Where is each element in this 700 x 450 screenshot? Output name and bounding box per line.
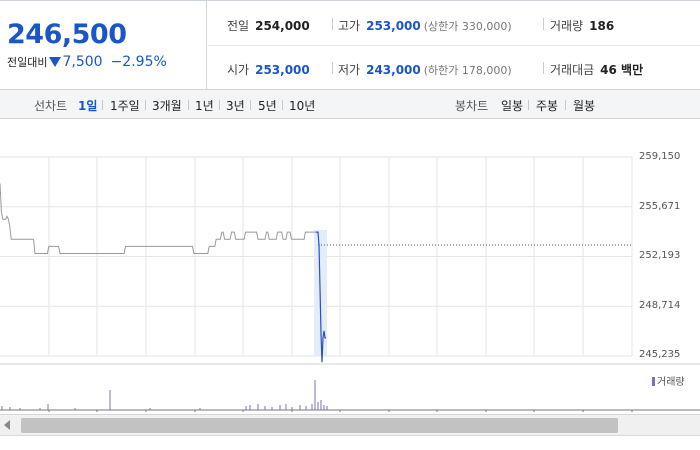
tab-separator [188,100,189,110]
tab-1-day[interactable]: 1일 [78,99,98,113]
tab-weekly-candle[interactable]: 주봉 [536,99,559,113]
tab-separator [565,100,566,110]
change-value: 7,500 [62,54,103,70]
price-change: 전일대비 7,500 −2.95% [7,54,167,70]
stat-high: 고가 253,000 (상한가 330,000) [338,17,512,34]
scroll-thumb[interactable] [21,418,618,433]
candle-chart-label: 봉차트 [455,99,489,113]
tab-monthly-candle[interactable]: 월봉 [573,99,596,113]
price-chart-svg [0,156,700,412]
stat-amount: 거래대금 46 백만 [550,61,643,78]
stat-value: 243,000 [366,63,421,77]
price-summary: 246,500 전일대비 7,500 −2.95% 전일 254,000 고가 253,… [0,0,700,90]
stat-label: 거래대금 [550,63,595,77]
tab-separator [250,100,251,110]
stat-label: 전일 [227,19,250,33]
stat-label: 저가 [338,63,361,77]
stat-prev-close: 전일 254,000 [227,17,310,34]
tab-daily-candle[interactable]: 일봉 [501,99,524,113]
tab-3-months[interactable]: 3개월 [152,99,182,113]
stat-separator [543,18,544,30]
tab-3-years[interactable]: 3년 [226,99,245,113]
stats-row-divider [208,45,700,46]
chart-scrollbar[interactable] [0,414,700,436]
tab-separator [282,100,283,110]
stat-value: 186 [589,19,615,33]
y-tick-label: 255,671 [639,201,681,212]
volume-legend: 거래량 [652,373,685,388]
tab-10-years[interactable]: 10년 [289,99,316,113]
stat-separator [332,62,333,74]
stat-value: 46 백만 [600,63,644,77]
stat-separator [332,18,333,30]
stat-value: 254,000 [255,19,310,33]
current-price: 246,500 [7,19,127,50]
stats-grid: 전일 254,000 고가 253,000 (상한가 330,000) 거래량 186 … [208,1,700,90]
price-chart: 259,150 255,671 252,193 248,714 245,235 [0,120,700,412]
stat-low: 저가 243,000 (하한가 178,000) [338,61,512,78]
stat-label: 거래량 [550,19,584,33]
change-label: 전일대비 [7,56,48,69]
stat-value: 253,000 [366,19,421,33]
down-triangle-icon [49,57,62,67]
tab-1-year[interactable]: 1년 [195,99,214,113]
current-price-box: 246,500 전일대비 7,500 −2.95% [0,1,207,90]
stat-open: 시가 253,000 [227,61,310,78]
tab-separator [102,100,103,110]
y-tick-label: 248,714 [639,300,681,311]
stat-note: (상한가 330,000) [423,20,512,33]
volume-legend-label: 거래량 [657,377,685,388]
price-line-earlier [0,183,318,254]
price-line-recent [316,231,326,363]
line-chart-label: 선차트 [34,99,68,113]
volume-swatch [652,377,655,386]
stat-value: 253,000 [255,63,310,77]
stat-separator [543,62,544,74]
scroll-left-arrow-icon[interactable] [4,420,10,430]
y-tick-label: 259,150 [639,151,681,162]
stat-label: 고가 [338,19,361,33]
y-tick-label: 245,235 [639,349,681,360]
change-percent: −2.95% [110,54,167,70]
tab-separator [219,100,220,110]
stat-note: (하한가 178,000) [423,64,512,77]
tab-separator [528,100,529,110]
tab-separator [145,100,146,110]
stat-label: 시가 [227,63,250,77]
tab-1-week[interactable]: 1주일 [110,99,140,113]
stat-volume: 거래량 186 [550,17,614,34]
tab-5-years[interactable]: 5년 [258,99,277,113]
chart-tab-bar: 선차트 1일 1주일 3개월 1년 3년 5년 10년 봉차트 일봉 주봉 월봉 [0,90,700,119]
y-tick-label: 252,193 [639,250,681,261]
